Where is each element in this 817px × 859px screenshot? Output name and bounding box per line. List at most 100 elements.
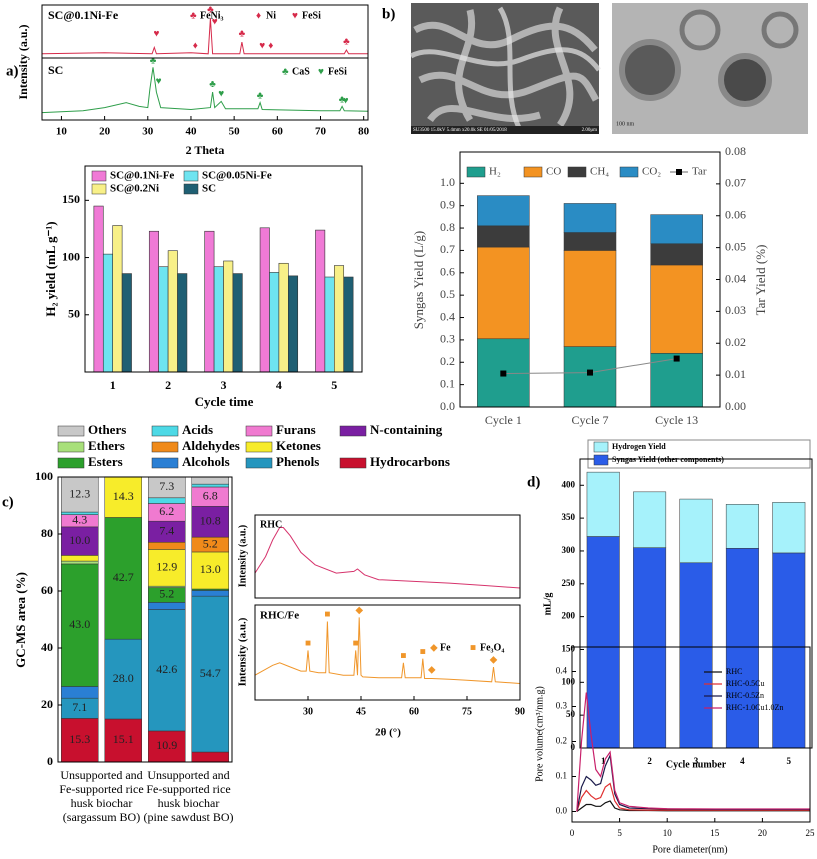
legend-symbol: ♥ xyxy=(292,10,298,21)
value-label: 54.7 xyxy=(200,666,221,680)
legend-label: Esters xyxy=(88,454,123,469)
legend-symbol: ◆ xyxy=(430,642,438,653)
panel-label: b) xyxy=(382,6,395,22)
y-axis-title: Syngas Yield (L/g) xyxy=(411,231,426,329)
legend-label: Hydrocarbons xyxy=(370,454,450,469)
value-label: 10.0 xyxy=(69,533,90,547)
value-label: 6.2 xyxy=(159,504,174,518)
panel-label: c) xyxy=(2,494,14,510)
legend-label: SC@0.2Ni xyxy=(110,183,159,195)
bar-segment xyxy=(191,751,229,763)
data-line xyxy=(254,617,521,684)
data-line xyxy=(254,527,521,589)
group-label: husk biochar xyxy=(158,796,220,810)
x-tick-label: 30 xyxy=(142,126,154,138)
x-tick-label: 45 xyxy=(356,706,366,717)
y-axis-title: Pore volume(cm³/nm.g) xyxy=(534,686,545,782)
phase-marker: ♣ xyxy=(150,55,157,66)
phase-marker: ♣ xyxy=(209,79,216,90)
x-tick-label: 10 xyxy=(663,828,673,838)
value-label: 10.8 xyxy=(200,513,221,527)
x-tick-label: 80 xyxy=(358,126,370,138)
bar-segment xyxy=(61,476,99,513)
tar-point xyxy=(673,355,680,362)
bar xyxy=(278,262,289,373)
bar-segment xyxy=(772,502,806,554)
bar-segment xyxy=(725,548,759,749)
x-tick-label: 60 xyxy=(409,706,419,717)
y-axis-title: Intensity (a.u.) xyxy=(237,525,248,588)
legend-label: CO xyxy=(546,166,561,178)
bar-segment xyxy=(725,504,759,549)
legend-label: Acids xyxy=(182,422,213,437)
y-tick-label: 0.2 xyxy=(556,736,567,746)
bar-segment xyxy=(563,203,617,233)
legend-label: Others xyxy=(88,422,126,437)
legend-swatch xyxy=(245,425,273,437)
legend-label: Hydrogen Yield xyxy=(612,442,666,451)
y-tick-label: 350 xyxy=(562,512,576,522)
y-tick-label: 300 xyxy=(562,545,576,555)
y-tick-label: 0.1 xyxy=(440,376,455,390)
phase-marker: ♥ xyxy=(259,41,265,52)
y-tick-label: 150 xyxy=(62,192,80,206)
bar-segment xyxy=(148,602,186,610)
legend-swatch xyxy=(91,183,107,195)
value-label: 5.2 xyxy=(159,587,174,601)
x-axis-title: 2θ (°) xyxy=(375,727,401,739)
legend-label: RHC-1.0Cu1.0Zn xyxy=(726,703,783,712)
bar xyxy=(204,230,215,373)
plot-frame xyxy=(254,604,521,701)
legend-swatch xyxy=(593,454,609,466)
bar-segment xyxy=(148,497,186,504)
phase-marker: ♣ xyxy=(207,5,214,16)
y-tick-label: 0.1 xyxy=(556,771,567,781)
bar-segment xyxy=(61,686,99,699)
group-label: Unsupported and xyxy=(60,768,142,782)
x-tick-label: 20 xyxy=(99,126,111,138)
bar-segment xyxy=(586,471,620,537)
phase-marker: ◆ xyxy=(490,655,498,666)
bar-segment xyxy=(650,264,703,354)
bar xyxy=(102,253,113,373)
bar xyxy=(223,260,234,373)
phase-marker: ♥ xyxy=(153,28,159,39)
legend-label: FeSi xyxy=(328,66,347,77)
phase-marker: ♥ xyxy=(218,88,224,99)
value-label: 7.4 xyxy=(159,523,174,537)
bar-segment xyxy=(563,232,617,251)
x-tick-label: 3 xyxy=(694,756,699,766)
phase-marker: ■ xyxy=(305,638,311,649)
bar xyxy=(269,272,280,373)
x-tick-label: 5 xyxy=(617,828,622,838)
bar-segment xyxy=(477,246,530,340)
x-tick-label: 75 xyxy=(462,706,472,717)
x-tick-label: 0 xyxy=(570,828,575,838)
y-axis-title: mL/g xyxy=(542,593,553,616)
bar xyxy=(213,266,224,373)
legend-label: Syngas Yield (other components) xyxy=(612,455,724,464)
legend-label: RHC-0.5Zn xyxy=(726,691,764,700)
legend-symbol: ♣ xyxy=(190,10,197,21)
y-axis-title: Intensity (a.u.) xyxy=(237,617,249,686)
y-tick-label: 50 xyxy=(68,307,80,321)
panel-label: d) xyxy=(527,474,540,490)
x-tick-label: Cycle 7 xyxy=(572,413,609,427)
bar xyxy=(333,265,345,373)
value-label: 4.3 xyxy=(72,512,87,526)
y2-tick-label: 0.07 xyxy=(725,176,746,190)
bar-segment xyxy=(61,555,99,562)
bar-segment xyxy=(191,476,229,485)
legend-swatch xyxy=(245,457,273,469)
y-tick-label: 100 xyxy=(35,469,53,483)
legend-label: CaS xyxy=(292,66,310,77)
legend-swatch xyxy=(183,170,199,182)
legend-swatch xyxy=(466,166,486,178)
legend-swatch xyxy=(245,441,273,453)
plot-frame xyxy=(571,646,811,823)
bar xyxy=(148,230,159,373)
y-tick-label: 0.2 xyxy=(440,354,455,368)
bar xyxy=(93,205,104,373)
value-label: 14.3 xyxy=(113,489,134,503)
value-label: 6.8 xyxy=(203,488,218,502)
